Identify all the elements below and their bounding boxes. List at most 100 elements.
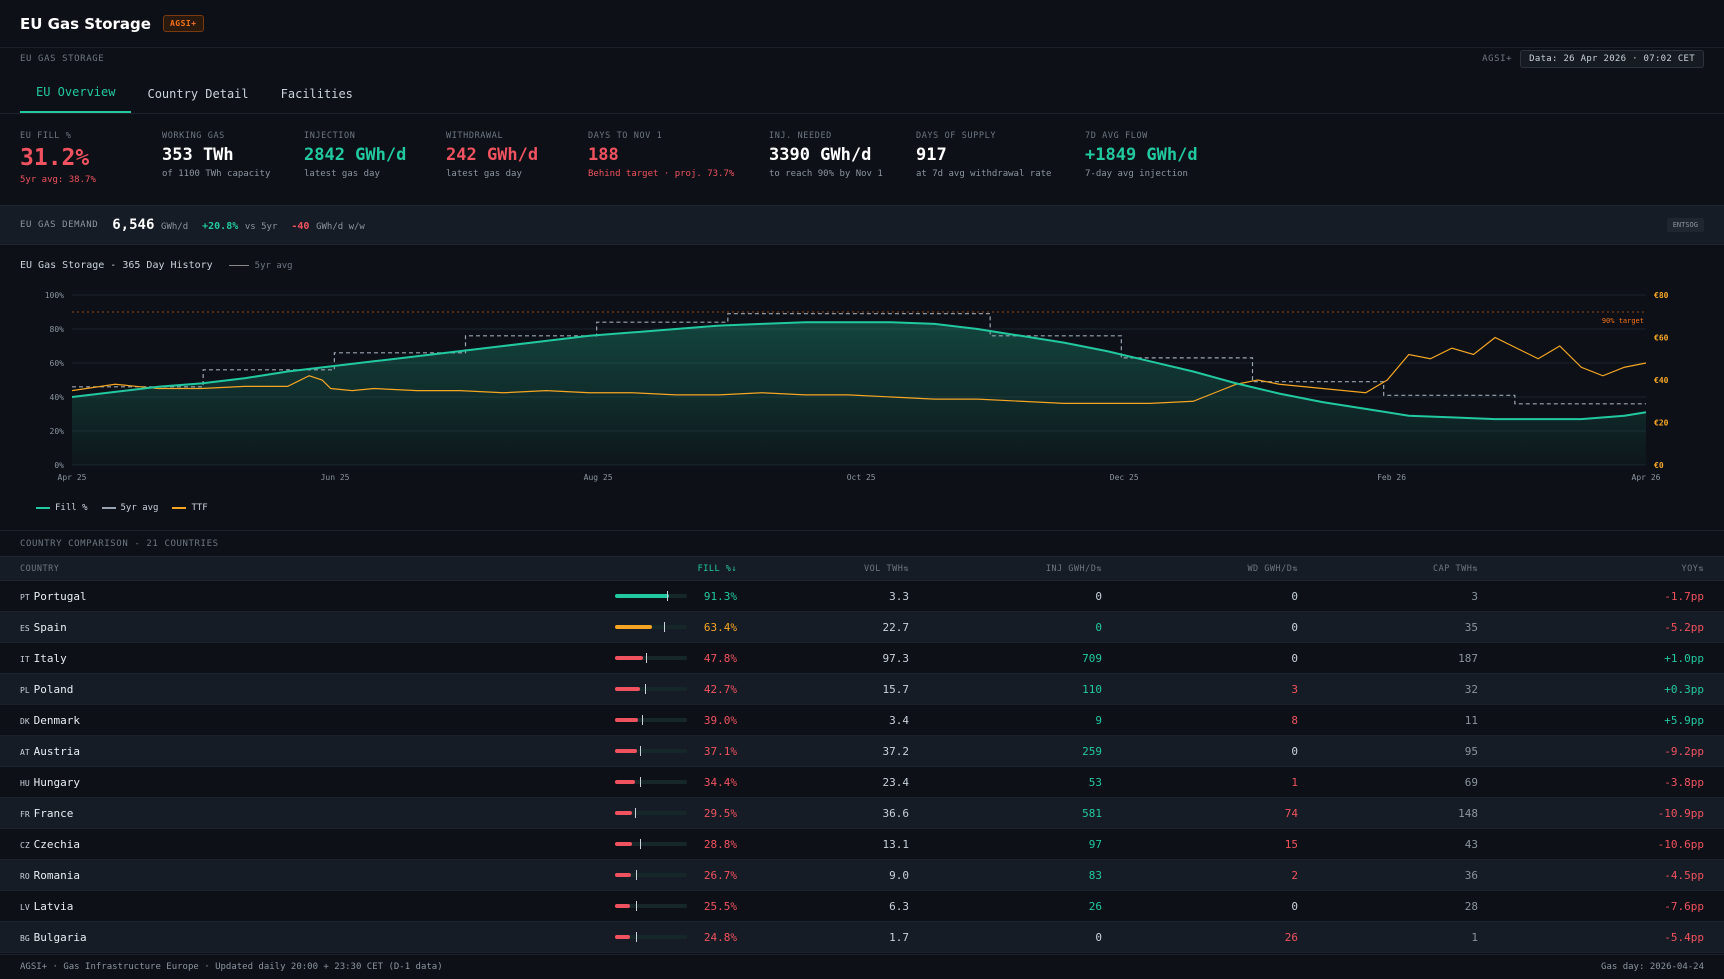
wd-cell: 74 [1284, 806, 1298, 820]
table-row[interactable]: PL Poland 42.7% 15.7 110 3 32 +0.3pp [0, 673, 1724, 705]
vol-cell: 37.2 [882, 744, 910, 758]
kpi-label: DAYS OF SUPPLY [916, 131, 997, 141]
y-right-tick-label: €80 [1654, 291, 1669, 300]
country-name: Portugal [33, 589, 87, 603]
legend-avg-label: 5yr avg [120, 503, 159, 513]
legend-5yr-avg[interactable]: 5yr avg [101, 503, 159, 513]
x-tick-label: Apr 26 [1632, 473, 1661, 482]
yoy-cell: +5.9pp [1664, 713, 1704, 727]
col-yoy[interactable]: YOY⇅ [1681, 563, 1704, 574]
kpi-label: EU FILL % [20, 131, 72, 141]
table-row[interactable]: AT Austria 37.1% 37.2 259 0 95 -9.2pp [0, 735, 1724, 767]
country-name: Spain [33, 620, 67, 634]
fill-bar-value [615, 594, 669, 598]
fill-value: 28.8% [703, 837, 737, 851]
wd-cell: 0 [1291, 589, 1298, 603]
fill-bar-avg-marker [664, 622, 665, 632]
table-row[interactable]: HU Hungary 34.4% 23.4 53 1 69 -3.8pp [0, 767, 1724, 798]
country-cell: PL Poland [0, 674, 540, 705]
comparison-title: COUNTRY COMPARISON - 21 COUNTRIES [20, 538, 219, 549]
vol-cell: 22.7 [882, 620, 910, 634]
kpi-working-gas: WORKING GAS 353 TWh of 1100 TWh capacity [162, 131, 304, 205]
country-code: AT [20, 747, 30, 757]
tab-eu-overview[interactable]: EU Overview [20, 85, 132, 113]
kpi-days-to-nov: DAYS TO NOV 1 188 Behind target · proj. … [588, 131, 769, 205]
chart-title: EU Gas Storage - 365 Day History 5yr avg [20, 260, 293, 271]
country-name: Czechia [33, 837, 80, 851]
fill-bar [615, 746, 687, 756]
y-left-tick-label: 20% [50, 427, 65, 436]
kpi-note: latest gas day [446, 169, 522, 179]
table-row[interactable]: CZ Czechia 28.8% 13.1 97 15 43 -10.6pp [0, 829, 1724, 860]
cap-cell: 69 [1464, 775, 1478, 789]
vol-cell: 1.7 [889, 930, 909, 944]
table-row[interactable]: FR France 29.5% 36.6 581 74 148 -10.9pp [0, 797, 1724, 829]
col-fill[interactable]: FILL %↓ [697, 563, 737, 574]
table-row[interactable]: ES Spain 63.4% 22.7 0 0 35 -5.2pp [0, 611, 1724, 643]
source-badge: AGSI+ [162, 15, 204, 32]
kpi-note: at 7d avg withdrawal rate [916, 169, 1052, 179]
fill-bar-value [615, 625, 653, 629]
kpi-eu-fill: EU FILL % 31.2% 5yr avg: 38.7% [20, 131, 162, 205]
col-country[interactable]: COUNTRY [20, 563, 60, 574]
tab-facilities[interactable]: Facilities [280, 87, 353, 101]
table-row[interactable]: RO Romania 26.7% 9.0 83 2 36 -4.5pp [0, 859, 1724, 891]
y-left-tick-label: 40% [50, 393, 65, 402]
wd-cell: 8 [1291, 713, 1298, 727]
cap-cell: 95 [1464, 744, 1478, 758]
country-table: COUNTRY FILL %↓ VOL TWH⇅ INJ GWH/D⇅ WD G… [0, 556, 1724, 953]
fill-bar-value [615, 749, 637, 753]
kpi-note: 7-day avg injection [1085, 169, 1188, 179]
cap-cell: 148 [1458, 806, 1478, 820]
table-row[interactable]: DK Denmark 39.0% 3.4 9 8 11 +5.9pp [0, 705, 1724, 736]
country-code: RO [20, 871, 30, 881]
col-inj[interactable]: INJ GWH/D⇅ [1045, 563, 1102, 574]
demand-bar: EU GAS DEMAND 6,546 GWh/d +20.8% vs 5yr … [0, 205, 1724, 245]
country-code: DK [20, 716, 30, 726]
chart-svg: 0% 20% 40% 60% 80% 100% €0 €20 €40 €60 €80 Apr 25 Ju… [45, 291, 1669, 482]
table-row[interactable]: LV Latvia 25.5% 6.3 26 0 28 -7.6pp [0, 891, 1724, 922]
wd-cell: 0 [1291, 744, 1298, 758]
demand-wow: -40 [291, 220, 310, 232]
table-row[interactable]: IT Italy 47.8% 97.3 709 0 187 +1.0pp [0, 643, 1724, 674]
y-right-tick-label: €20 [1654, 419, 1669, 428]
cap-cell: 3 [1471, 589, 1478, 603]
country-name: Poland [33, 682, 74, 696]
table-row[interactable]: PT Portugal 91.3% 3.3 0 0 3 -1.7pp [0, 581, 1724, 612]
x-tick-label: Jun 25 [321, 473, 350, 482]
fill-bar-value [615, 811, 633, 815]
fill-bar-avg-marker [635, 932, 637, 942]
data-timestamp: Data: 26 Apr 2026 · 07:02 CET [1520, 50, 1704, 68]
yoy-cell: +1.0pp [1664, 651, 1704, 665]
country-cell: DK Denmark [0, 705, 540, 736]
fill-bar-avg-marker [635, 870, 637, 880]
fill-value: 39.0% [703, 713, 737, 727]
country-name: France [33, 806, 74, 820]
inj-cell: 53 [1088, 775, 1102, 789]
col-vol[interactable]: VOL TWH⇅ [864, 563, 909, 574]
fill-bar-avg-marker [645, 653, 647, 663]
cap-cell: 11 [1464, 713, 1478, 727]
y-right-tick-label: €60 [1654, 334, 1669, 343]
fill-bar [615, 932, 687, 942]
country-code: CZ [20, 840, 30, 850]
ttf-line [71, 336, 1647, 404]
legend-fill[interactable]: Fill % [36, 503, 88, 513]
vol-cell: 6.3 [889, 899, 909, 913]
kpi-value: 188 [588, 145, 619, 165]
country-cell: IT Italy [0, 643, 540, 674]
yoy-cell: -4.5pp [1664, 868, 1704, 882]
section-label: EU GAS STORAGE [20, 54, 105, 64]
table-row[interactable]: BG Bulgaria 24.8% 1.7 0 26 1 -5.4pp [0, 921, 1724, 953]
col-wd[interactable]: WD GWH/D⇅ [1247, 563, 1298, 574]
country-code: PL [20, 685, 30, 695]
fill-line [71, 321, 1647, 421]
fill-bar-value [615, 656, 644, 660]
tab-country-detail[interactable]: Country Detail [147, 87, 249, 101]
yoy-cell: +0.3pp [1664, 682, 1704, 696]
legend-ttf[interactable]: TTF [172, 503, 208, 513]
chart-title-legend-label: 5yr avg [254, 260, 293, 271]
col-cap[interactable]: CAP TWH⇅ [1433, 563, 1478, 574]
kpi-value: 3390 GWh/d [769, 145, 872, 165]
inj-cell: 259 [1082, 744, 1102, 758]
